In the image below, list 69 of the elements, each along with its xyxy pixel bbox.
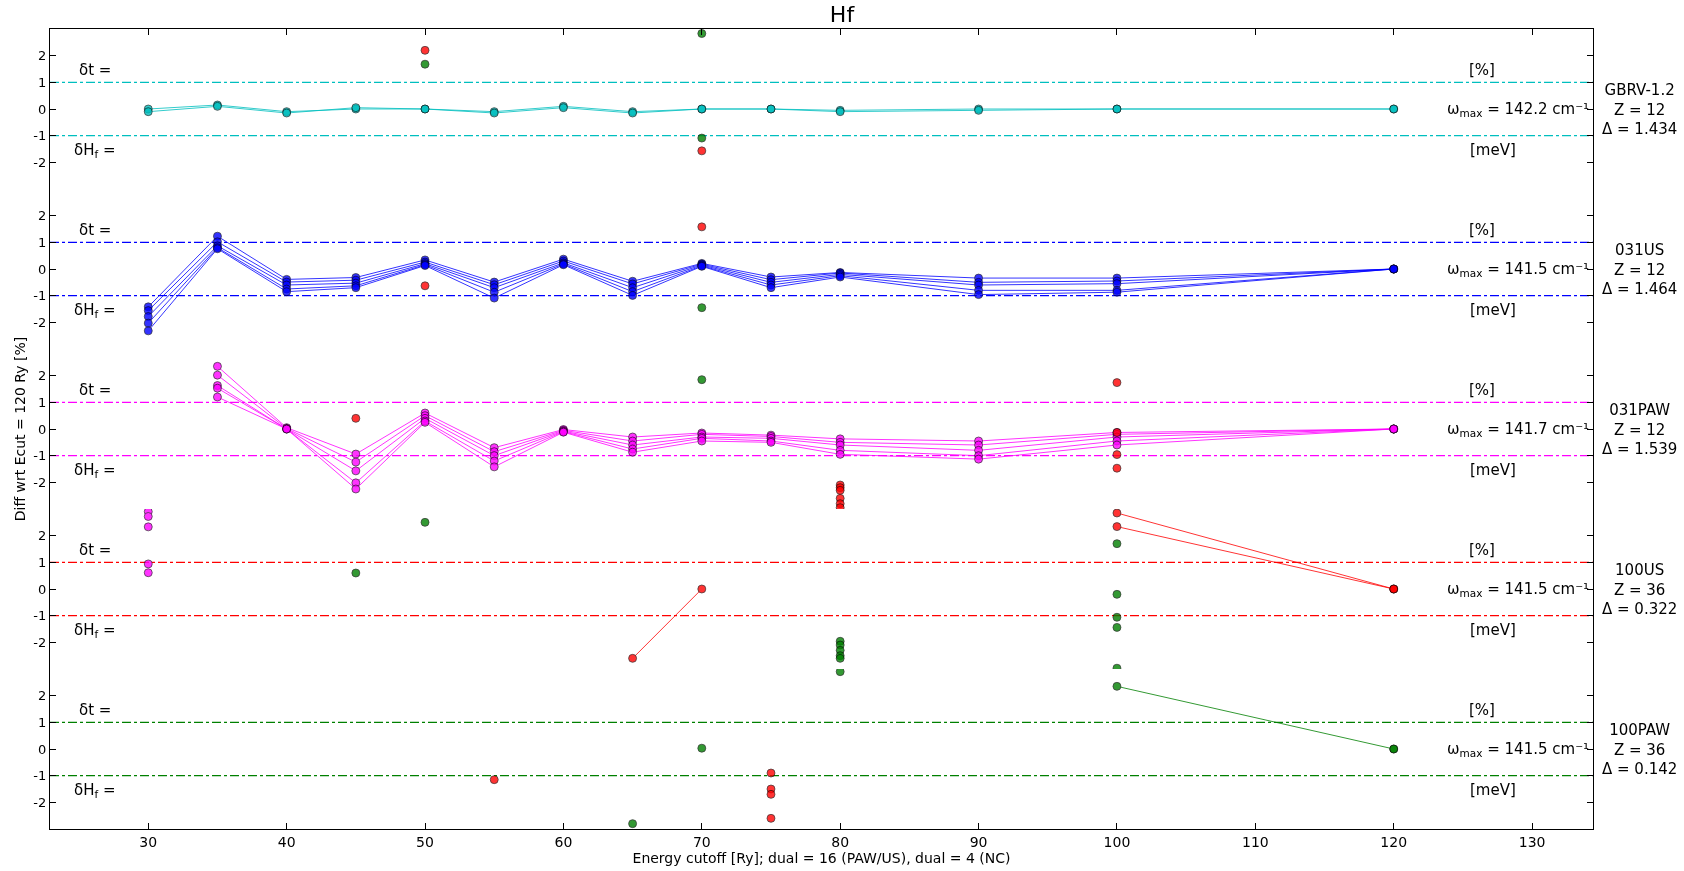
y-tick-label: -1 xyxy=(33,288,47,304)
y-tick-label: -1 xyxy=(33,768,47,784)
y-tick-label: 1 xyxy=(38,714,47,730)
y-tick-label: -2 xyxy=(33,314,47,330)
y-tick-label: 2 xyxy=(38,688,47,704)
annotation: δt = xyxy=(79,221,112,239)
text: 031PAW Z = 12 Δ = 1.539 xyxy=(1602,401,1678,458)
y-tick-label: 2 xyxy=(38,528,47,544)
y-tick-label: 1 xyxy=(38,74,47,90)
y-tick-label: -2 xyxy=(33,634,47,650)
chart-title: Hf xyxy=(829,1,856,27)
annotation: [%] xyxy=(1469,701,1495,719)
x-tick-label: 60 xyxy=(554,833,573,850)
annotation: δt = xyxy=(79,61,112,79)
text: 100US Z = 36 Δ = 0.322 xyxy=(1602,561,1678,618)
y-tick-label: 0 xyxy=(38,421,47,437)
annotation: ω$_{max}$ = 141.5 cm⁻¹ xyxy=(1447,260,1590,280)
x-tick-label: 110 xyxy=(1241,833,1269,850)
annotation: [meV] xyxy=(1470,621,1516,639)
annotation: ω$_{max}$ = 141.5 cm⁻¹ xyxy=(1447,740,1590,760)
y-tick-label: 1 xyxy=(38,554,47,570)
y-tick-label: 0 xyxy=(38,741,47,757)
annotation: δt = xyxy=(79,381,112,399)
y-tick-label: 2 xyxy=(38,48,47,64)
x-tick-label: 70 xyxy=(692,833,711,850)
annotation: [%] xyxy=(1469,541,1495,559)
y-tick-label: 1 xyxy=(38,234,47,250)
annotation: δH$_{f}$ = xyxy=(74,461,116,481)
annotation: δt = xyxy=(79,541,112,559)
y-tick-label: 0 xyxy=(38,581,47,597)
annotation: [meV] xyxy=(1470,461,1516,479)
y-tick-label: -2 xyxy=(33,154,47,170)
text: 100PAW Z = 36 Δ = 0.142 xyxy=(1602,721,1678,778)
text: GBRV-1.2 Z = 12 Δ = 1.434 xyxy=(1602,81,1678,138)
y-tick-label: -1 xyxy=(33,128,47,144)
x-tick-label: 80 xyxy=(831,833,850,850)
annotation: [%] xyxy=(1469,221,1495,239)
annotation: ω$_{max}$ = 141.5 cm⁻¹ xyxy=(1447,580,1590,600)
text: 031US Z = 12 Δ = 1.464 xyxy=(1602,241,1678,298)
x-tick-label: 90 xyxy=(969,833,988,850)
y-tick-label: 1 xyxy=(38,394,47,410)
y-tick-label: 2 xyxy=(38,208,47,224)
x-tick-label: 120 xyxy=(1380,833,1408,850)
y-tick-label: 0 xyxy=(38,101,47,117)
y-axis-title: Diff wrt Ecut = 120 Ry [%] xyxy=(11,336,28,522)
x-axis-title: Energy cutoff [Ry]; dual = 16 (PAW/US), dual = 4 (NC) xyxy=(632,849,1011,866)
y-tick-label: -2 xyxy=(33,794,47,810)
x-tick-label: 50 xyxy=(416,833,434,850)
y-tick-label: 2 xyxy=(38,368,47,384)
x-tick-label: 130 xyxy=(1518,833,1546,850)
annotation: [%] xyxy=(1469,61,1495,79)
x-tick-label: 40 xyxy=(277,833,296,850)
y-tick-label: 0 xyxy=(38,261,47,277)
annotation: [%] xyxy=(1469,381,1495,399)
y-tick-label: -1 xyxy=(33,448,47,464)
annotation: [meV] xyxy=(1470,781,1516,799)
annotation: δH$_{f}$ = xyxy=(74,301,116,321)
annotation: [meV] xyxy=(1470,141,1516,159)
y-tick-label: -2 xyxy=(33,474,47,490)
x-tick-label: 100 xyxy=(1103,833,1131,850)
annotation: δt = xyxy=(79,701,112,719)
annotation: ω$_{max}$ = 142.2 cm⁻¹ xyxy=(1447,100,1590,120)
annotation: δH$_{f}$ = xyxy=(74,141,116,161)
y-tick-label: -1 xyxy=(33,608,47,624)
annotation: δH$_{f}$ = xyxy=(74,781,116,801)
annotation: δH$_{f}$ = xyxy=(74,621,116,641)
annotation: ω$_{max}$ = 141.7 cm⁻¹ xyxy=(1447,420,1590,440)
x-tick-label: 30 xyxy=(139,833,158,850)
annotation: [meV] xyxy=(1470,301,1516,319)
